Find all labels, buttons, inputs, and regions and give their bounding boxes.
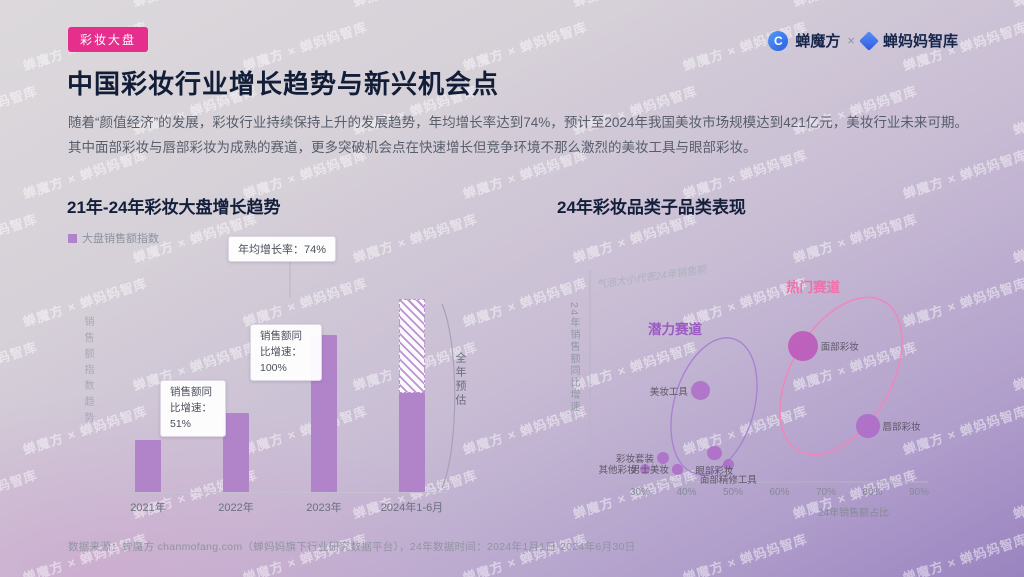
legend-swatch xyxy=(68,233,77,243)
bubble-label: 男士美妆 xyxy=(630,465,669,477)
bubble-美妆工具 xyxy=(690,381,710,401)
chanmofang-logo-icon: C xyxy=(768,30,789,51)
bar-category-label: 2023年 xyxy=(306,502,342,514)
watermark-text: 蝉魔方 × 蝉妈妈智库 xyxy=(1010,0,1024,11)
bubble-label: 面部彩妆 xyxy=(820,342,859,353)
bubble-label: 眼部彩妆 xyxy=(695,465,734,477)
watermark-text: 蝉魔方 × 蝉妈妈智库 xyxy=(0,83,40,137)
x-tick-label: 30% xyxy=(629,487,651,498)
chanmama-logo-icon xyxy=(859,30,879,51)
scatter-points-layer: 面部彩妆唇部彩妆 美妆工具眼部彩妆 彩妆套装面部精修工具 男士美妆 其他彩妆 xyxy=(556,224,966,524)
yoy-2022-annotation: 销售额同比增速：51% xyxy=(160,380,226,438)
forecast-bar-segment xyxy=(399,299,425,393)
x-tick-label: 80% xyxy=(862,487,883,498)
watermark-text: 蝉魔方 × 蝉妈妈智库 xyxy=(0,467,40,521)
intro-paragraph: 随着“颜值经济”的发展，彩妆行业持续保持上升的发展趋势，年均增长率达到74%，预… xyxy=(68,115,968,155)
bubble-面部精修工具 xyxy=(722,458,735,471)
watermark-text: 蝉魔方 × 蝉妈妈智库 xyxy=(130,0,259,11)
bar-chart-connectors xyxy=(289,262,456,489)
bubble-男士美妆 xyxy=(671,463,683,475)
watermark-text: 蝉魔方 × 蝉妈妈智库 xyxy=(570,0,699,11)
bar-category-label: 2022年 xyxy=(218,502,254,514)
bar-2024年1-6月 xyxy=(399,393,425,492)
x-axis-line xyxy=(104,492,448,493)
avg-growth-annotation: 年均增长率：74% xyxy=(228,236,337,262)
scatter-chart-title: 24年彩妆品类子品类表现 xyxy=(557,198,746,217)
data-source-footer: 数据来源：蝉魔方 chanmofang.com（蝉妈妈旗下行业研究数据平台），2… xyxy=(68,541,636,553)
chanmama-logo-text: 蝉妈妈智库 xyxy=(882,33,958,50)
x-tick-label: 40% xyxy=(676,487,697,498)
x-tick-label: 90% xyxy=(908,487,930,498)
watermark-text: 蝉魔方 × 蝉妈妈智库 xyxy=(1011,467,1024,522)
bubble-label: 其他彩妆 xyxy=(598,465,637,477)
bar-category-label: 2024年1-6月 xyxy=(380,502,444,514)
bubble-label: 彩妆套装 xyxy=(616,454,655,465)
bar-2022年 xyxy=(223,413,249,492)
bubble-眼部彩妆 xyxy=(707,445,722,461)
watermark-text: 蝉魔方 × 蝉妈妈智库 xyxy=(1011,211,1024,266)
bubble-label: 美妆工具 xyxy=(649,386,688,398)
potential-track-label: 潜力赛道 xyxy=(648,322,702,337)
watermark-text: 蝉魔方 × 蝉妈妈智库 xyxy=(681,531,810,577)
x-tick-label: 70% xyxy=(815,487,837,498)
bar-plot-area: 2021年 2022年 2023年 2024年1-6月 xyxy=(68,224,508,524)
scatter-xlabel: 24年销售额占比 xyxy=(818,508,890,519)
brand-logos: C 蝉魔方 × 蝉妈妈智库 xyxy=(768,30,958,51)
bubble-彩妆套装 xyxy=(657,451,670,465)
watermark-text: 蝉魔方 × 蝉妈妈智库 xyxy=(0,339,40,393)
watermark-text: 蝉魔方 × 蝉妈妈智库 xyxy=(0,211,40,265)
section-badge: 彩妆大盘 xyxy=(68,27,149,52)
bubble-其他彩妆 xyxy=(639,464,650,475)
brand-separator: × xyxy=(847,33,855,48)
scatter-chart: 24年销售额同比增速 气泡大小代表24年销售额 潜力赛道 热门赛道 面部彩妆 唇部… xyxy=(556,224,966,524)
watermark-text: 蝉魔方 × 蝉妈妈智库 xyxy=(901,531,1024,577)
watermark-text: 蝉魔方 × 蝉妈妈智库 xyxy=(790,0,919,11)
bar-chart-title: 21年-24年彩妆大盘增长趋势 xyxy=(67,198,281,217)
chanmofang-logo-text: 蝉魔方 xyxy=(795,33,841,50)
bubble-唇部彩妆 xyxy=(856,414,880,438)
bar-chart-ylabel: 销售额指数趋势 xyxy=(82,316,93,428)
watermark-text: 蝉魔方 × 蝉妈妈智库 xyxy=(0,0,40,11)
scatter-ylabel: 24年销售额同比增速 xyxy=(568,302,579,414)
legend-label: 大盘销售额指数 xyxy=(82,233,159,245)
hot-track-label: 热门赛道 xyxy=(786,280,840,295)
yoy-2023-annotation: 销售额同比增速：100% xyxy=(250,324,322,382)
bar-category-label: 2021年 xyxy=(130,502,166,514)
page-title: 中国彩妆行业增长趋势与新兴机会点 xyxy=(67,69,500,99)
bar-2021年 xyxy=(135,440,161,492)
bubble-label: 面部精修工具 xyxy=(699,475,757,487)
bar-chart-legend: 大盘销售额指数 xyxy=(68,230,159,246)
x-tick-label: 60% xyxy=(769,487,790,498)
watermark-text: 蝉魔方 × 蝉妈妈智库 xyxy=(350,0,479,11)
x-tick-label: 50% xyxy=(722,487,744,498)
forecast-label: 全年预估 xyxy=(454,352,466,408)
watermark-text: 蝉魔方 × 蝉妈妈智库 xyxy=(1011,83,1024,138)
bubble-面部彩妆 xyxy=(787,331,818,361)
watermark-text: 蝉魔方 × 蝉妈妈智库 xyxy=(1011,339,1024,394)
bubble-label: 唇部彩妆 xyxy=(882,422,921,433)
bar-chart: 大盘销售额指数 销售额指数趋势 年均增长率：74% 销售额同比增速：51% 销售… xyxy=(68,224,508,524)
